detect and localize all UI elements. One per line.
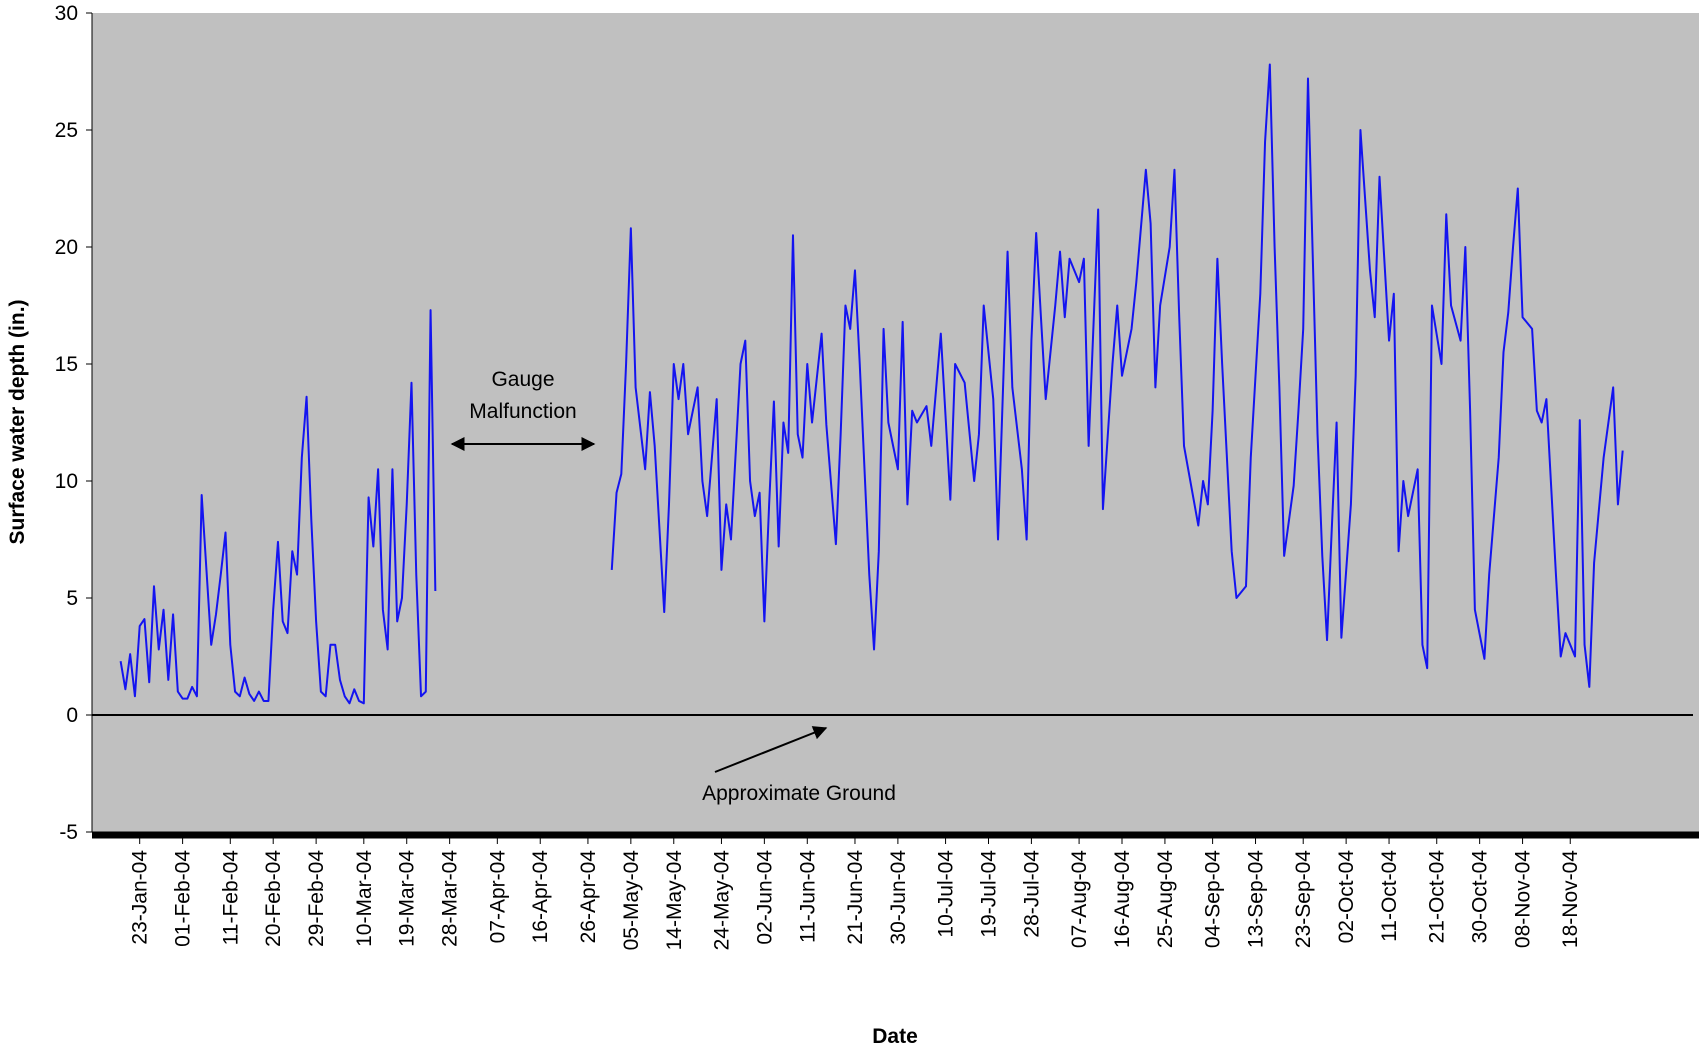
annotation: Approximate Ground <box>702 782 896 805</box>
x-tick-label: 28-Jul-04 <box>1020 850 1043 938</box>
x-tick-label: 16-Aug-04 <box>1111 850 1134 948</box>
x-tick-label: 07-Aug-04 <box>1068 850 1091 948</box>
x-tick-label: 26-Apr-04 <box>577 850 600 944</box>
x-axis-title: Date <box>872 1025 918 1048</box>
x-tick-label: 11-Jun-04 <box>796 850 819 943</box>
annotation: Malfunction <box>469 400 576 423</box>
x-tick-label: 13-Sep-04 <box>1245 850 1268 948</box>
y-tick-label: 0 <box>66 704 78 727</box>
x-tick-label: 08-Nov-04 <box>1512 850 1535 948</box>
x-tick-label: 04-Sep-04 <box>1202 850 1225 948</box>
x-tick-label: 05-May-04 <box>620 850 643 951</box>
y-tick-label: 20 <box>55 236 78 259</box>
x-tick-label: 21-Jun-04 <box>844 850 867 945</box>
x-tick-label: 11-Oct-04 <box>1378 850 1401 942</box>
x-tick-label: 07-Apr-04 <box>486 850 509 944</box>
x-tick-label: 20-Feb-04 <box>262 850 285 947</box>
annotation: Gauge <box>491 368 554 391</box>
x-tick-label: 01-Feb-04 <box>172 850 195 947</box>
x-tick-label: 30-Oct-04 <box>1469 850 1492 944</box>
x-tick-label: 02-Jun-04 <box>753 850 776 945</box>
y-tick-label: 10 <box>55 470 78 493</box>
data-line <box>119 63 1624 705</box>
plot-background <box>92 13 1699 832</box>
x-tick-label: 23-Jan-04 <box>129 850 152 945</box>
x-tick-label: 30-Jun-04 <box>887 850 910 945</box>
x-tick-label: 24-May-04 <box>710 850 733 951</box>
x-tick-label: 18-Nov-04 <box>1559 850 1582 948</box>
x-tick-label: 14-May-04 <box>663 850 686 951</box>
x-tick-label: 10-Mar-04 <box>353 850 376 947</box>
x-tick-label: 19-Jul-04 <box>977 850 1000 938</box>
y-tick-label: 25 <box>55 119 78 142</box>
x-tick-label: 28-Mar-04 <box>439 850 462 947</box>
x-tick-label: 16-Apr-04 <box>529 850 552 944</box>
x-tick-label: 10-Jul-04 <box>935 850 958 938</box>
x-tick-label: 19-Mar-04 <box>396 850 419 947</box>
y-tick-label: 5 <box>66 587 78 610</box>
x-tick-label: 29-Feb-04 <box>305 850 328 947</box>
y-tick-label: 15 <box>55 353 78 376</box>
x-tick-label: 11-Feb-04 <box>219 850 242 946</box>
y-tick-label: 30 <box>55 2 78 25</box>
x-tick-label: 23-Sep-04 <box>1292 850 1315 948</box>
x-tick-label: 21-Oct-04 <box>1426 850 1449 944</box>
y-axis-title: Surface water depth (in.) <box>6 299 29 544</box>
y-tick-label: -5 <box>59 821 78 844</box>
x-tick-label: 02-Oct-04 <box>1335 850 1358 944</box>
annotation-arrow <box>714 726 828 773</box>
x-tick-label: 25-Aug-04 <box>1154 850 1177 948</box>
